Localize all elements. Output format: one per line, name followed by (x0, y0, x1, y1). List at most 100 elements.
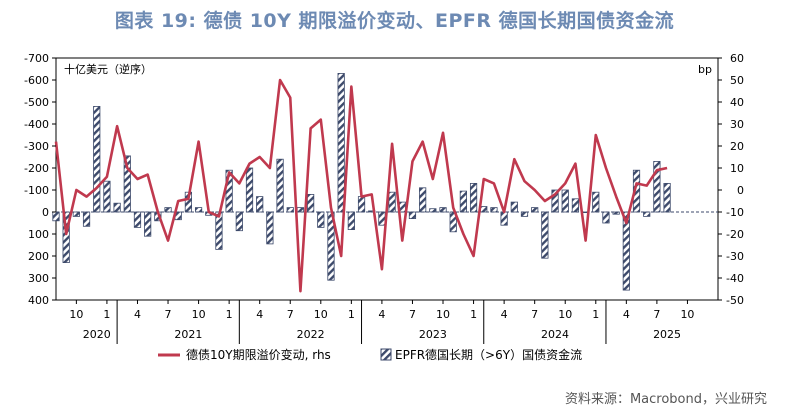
x-tick-label: 1 (470, 308, 477, 321)
axes: -700 -600 -50 0 -400 -300 -200 -100 0 100 200 300 40… (24, 52, 744, 344)
bar (144, 211, 152, 237)
bar (419, 187, 427, 213)
right-tick-label: 10 (730, 162, 744, 175)
plot-frame (55, 57, 719, 301)
x-tick-label: 10 (558, 308, 572, 321)
x-tick-label: 10 (436, 308, 450, 321)
year-label: 2025 (653, 328, 681, 341)
bars-layer (52, 73, 671, 291)
bar (337, 73, 345, 213)
bar (500, 211, 508, 226)
bar (378, 211, 386, 226)
bar (276, 158, 284, 213)
right-tick-label: -40 (726, 272, 744, 285)
x-tick-label: 10 (680, 308, 694, 321)
bar (194, 207, 203, 213)
left-tick-label: -600 (24, 74, 49, 87)
right-tick-label: 20 (730, 140, 744, 153)
bar (286, 207, 294, 213)
left-tick-label: 300 (28, 272, 49, 285)
bar (347, 211, 355, 231)
x-tick-label: 4 (256, 308, 263, 321)
left-tick-label: -100 (24, 184, 49, 197)
bar (459, 190, 467, 213)
bar (469, 182, 478, 213)
bar (571, 198, 580, 213)
bar (541, 211, 549, 259)
bar (643, 211, 651, 217)
x-tick-label: 7 (165, 308, 172, 321)
bar (317, 211, 325, 228)
bar (235, 211, 243, 232)
source-note: 资料来源：Macrobond，兴业研究 (564, 392, 767, 407)
line-layer (54, 78, 668, 293)
x-tick-label: 4 (134, 308, 141, 321)
year-label: 2021 (174, 328, 202, 341)
bar (82, 211, 91, 227)
bar (113, 202, 121, 213)
left-tick-label: -300 (24, 140, 49, 153)
right-tick-label: 60 (730, 52, 744, 65)
bar (531, 207, 539, 213)
bar (520, 211, 529, 217)
x-tick-label: 10 (314, 308, 328, 321)
bar (561, 189, 569, 213)
bar (52, 211, 60, 222)
x-tick-label: 1 (592, 308, 599, 321)
right-tick-label: -30 (726, 250, 744, 263)
bar (388, 191, 396, 213)
left-tick-label: -200 (24, 162, 49, 175)
bar (164, 207, 172, 213)
left-tick-label: 400 (28, 294, 49, 307)
bar (439, 207, 447, 213)
left-tick-label: -400 (24, 118, 49, 131)
right-tick-label: -50 (726, 294, 744, 307)
x-tick-label: 7 (531, 308, 538, 321)
legend-bar-swatch (380, 348, 392, 361)
x-tick-label: 4 (623, 308, 630, 321)
legend-line-label: 德债10Y期限溢价变动, rhs (186, 347, 331, 362)
right-tick-label: -20 (726, 228, 744, 241)
chart-title: 图表 19: 德债 10Y 期限溢价变动、EPFR 德国长期国债资金流 (114, 10, 675, 32)
year-label: 2022 (297, 328, 325, 341)
left-tick-label: 100 (28, 228, 49, 241)
bar (307, 193, 315, 213)
right-tick-label: 40 (730, 96, 744, 109)
year-label: 2020 (83, 328, 111, 341)
year-label: 2023 (419, 328, 447, 341)
left-tick-label: 0 (42, 206, 49, 219)
bar (510, 201, 518, 213)
bar (408, 211, 417, 219)
bar (245, 167, 254, 213)
x-tick-label: 7 (653, 308, 660, 321)
left-tick-label: -700 (24, 52, 49, 65)
bar (103, 180, 111, 213)
bar (266, 211, 274, 245)
x-tick-label: 1 (103, 308, 110, 321)
bar (296, 207, 305, 213)
bar (357, 196, 366, 213)
bar (490, 207, 498, 213)
bar (551, 189, 559, 213)
right-tick-label: -10 (726, 206, 744, 219)
year-label: 2024 (541, 328, 569, 341)
bar (592, 191, 600, 213)
left-axis-label: 十亿美元（逆序） (64, 62, 152, 76)
right-axis-label: bp (698, 63, 712, 76)
left-tick-label: 200 (28, 250, 49, 263)
x-tick-label: 10 (192, 308, 206, 321)
bar (133, 211, 142, 228)
bar (663, 182, 671, 213)
right-tick-label: 50 (730, 74, 744, 87)
right-tick-label: 0 (737, 184, 744, 197)
x-tick-label: 1 (348, 308, 355, 321)
bar (93, 106, 101, 213)
x-tick-label: 7 (287, 308, 294, 321)
bar (480, 206, 488, 213)
bar (256, 196, 264, 213)
x-tick-label: 1 (226, 308, 233, 321)
legend-bar-label: EPFR德国长期（>6Y）国债资金流 (395, 347, 582, 362)
legend: 德债10Y期限溢价变动, rhs EPFR德国长期（>6Y）国债资金流 (158, 347, 582, 362)
right-tick-label: 30 (730, 118, 744, 131)
